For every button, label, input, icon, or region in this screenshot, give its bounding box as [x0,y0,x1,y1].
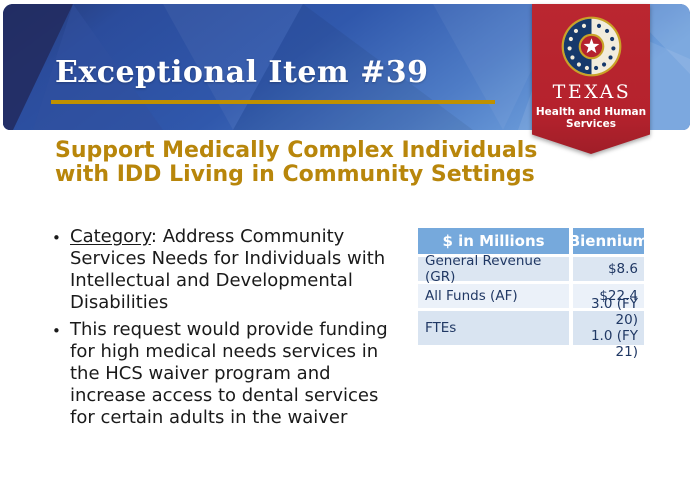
bullet-text: This request would provide funding for h… [70,319,388,429]
bullet-item: • This request would provide funding for… [52,319,420,429]
bullet-list: • Category: Address Community Services N… [52,226,420,434]
table-header-biennium: Biennium [569,228,648,254]
bullet-item: • Category: Address Community Services N… [52,226,420,314]
logo-org-name: Health and Human Services [535,106,647,130]
table-row-value: $8.6 [573,257,644,281]
funding-table: $ in Millions Biennium General Revenue (… [418,228,648,360]
table-header-millions: $ in Millions [418,228,569,254]
bullet-lead-underlined: Category [70,226,151,247]
bullet-marker: • [52,229,61,247]
page-title: Exceptional Item #39 [55,55,429,90]
table-row-value: $22.4 [573,284,644,308]
logo-state-name: TEXAS [552,81,632,103]
table-row-label: All Funds (AF) [418,284,569,308]
slide-subtitle: Support Medically Complex Individuals wi… [55,138,538,187]
bullet-body: : Address Community Services Needs for I… [70,226,386,313]
bullet-body: This request would provide funding for h… [70,319,388,428]
star-icon [583,38,600,54]
bullet-text: Category: Address Community Services Nee… [70,226,385,314]
texas-seal-icon [561,16,622,77]
title-underline [51,100,495,104]
hhs-logo: TEXAS Health and Human Services [532,4,650,154]
table-row-label: FTEs [418,311,569,345]
table-row-label: General Revenue (GR) [418,253,569,285]
table-row-value: 3.0 (FY 20) 1.0 (FY 21) [573,296,644,360]
bullet-marker: • [52,322,61,340]
